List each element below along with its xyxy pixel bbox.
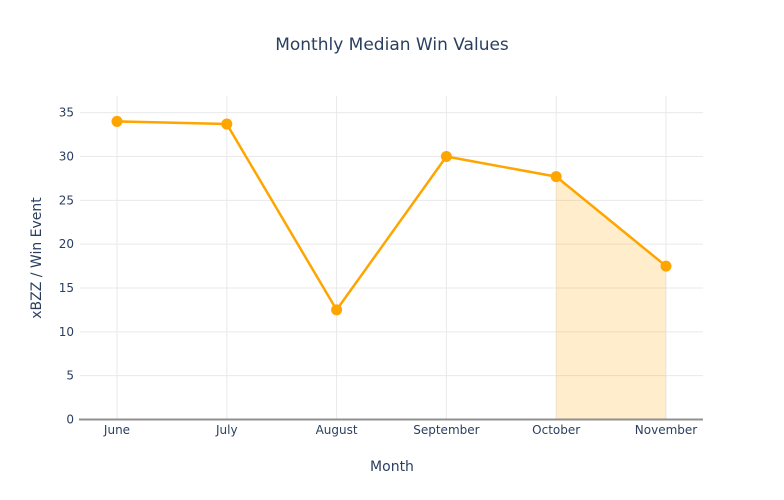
data-point-september[interactable] bbox=[440, 150, 452, 162]
data-point-july[interactable] bbox=[221, 118, 233, 130]
y-tick-label-10: 10 bbox=[59, 325, 74, 339]
tick-labels: 0 5 10 15 20 25 30 35 June July August September Oct… bbox=[59, 106, 698, 437]
y-tick-label-15: 15 bbox=[59, 281, 74, 295]
y-tick-label-25: 25 bbox=[59, 193, 74, 207]
data-point-august[interactable] bbox=[331, 304, 343, 316]
data-point-november[interactable] bbox=[660, 260, 672, 272]
series-line bbox=[115, 120, 668, 312]
highlight-area-layer bbox=[556, 176, 666, 420]
highlight-area bbox=[556, 176, 666, 420]
y-tick-label-20: 20 bbox=[59, 237, 74, 251]
data-point-june[interactable] bbox=[111, 115, 123, 127]
data-series bbox=[111, 115, 672, 316]
x-tick-label-november: November bbox=[635, 423, 697, 437]
gridlines bbox=[80, 96, 703, 420]
x-axis-title: Month bbox=[370, 459, 414, 475]
y-axis-title: xBZZ / Win Event bbox=[29, 197, 45, 319]
x-tick-label-august: August bbox=[316, 423, 358, 437]
y-tick-label-5: 5 bbox=[66, 369, 74, 383]
x-tick-label-september: September bbox=[413, 423, 479, 437]
x-tick-label-july: July bbox=[215, 423, 238, 437]
y-tick-label-35: 35 bbox=[59, 106, 74, 120]
chart-title: Monthly Median Win Values bbox=[275, 35, 509, 55]
y-tick-label-0: 0 bbox=[66, 413, 74, 427]
data-point-october[interactable] bbox=[550, 171, 562, 183]
y-tick-label-30: 30 bbox=[59, 149, 74, 163]
x-tick-label-june: June bbox=[103, 423, 130, 437]
x-tick-label-october: October bbox=[532, 423, 580, 437]
